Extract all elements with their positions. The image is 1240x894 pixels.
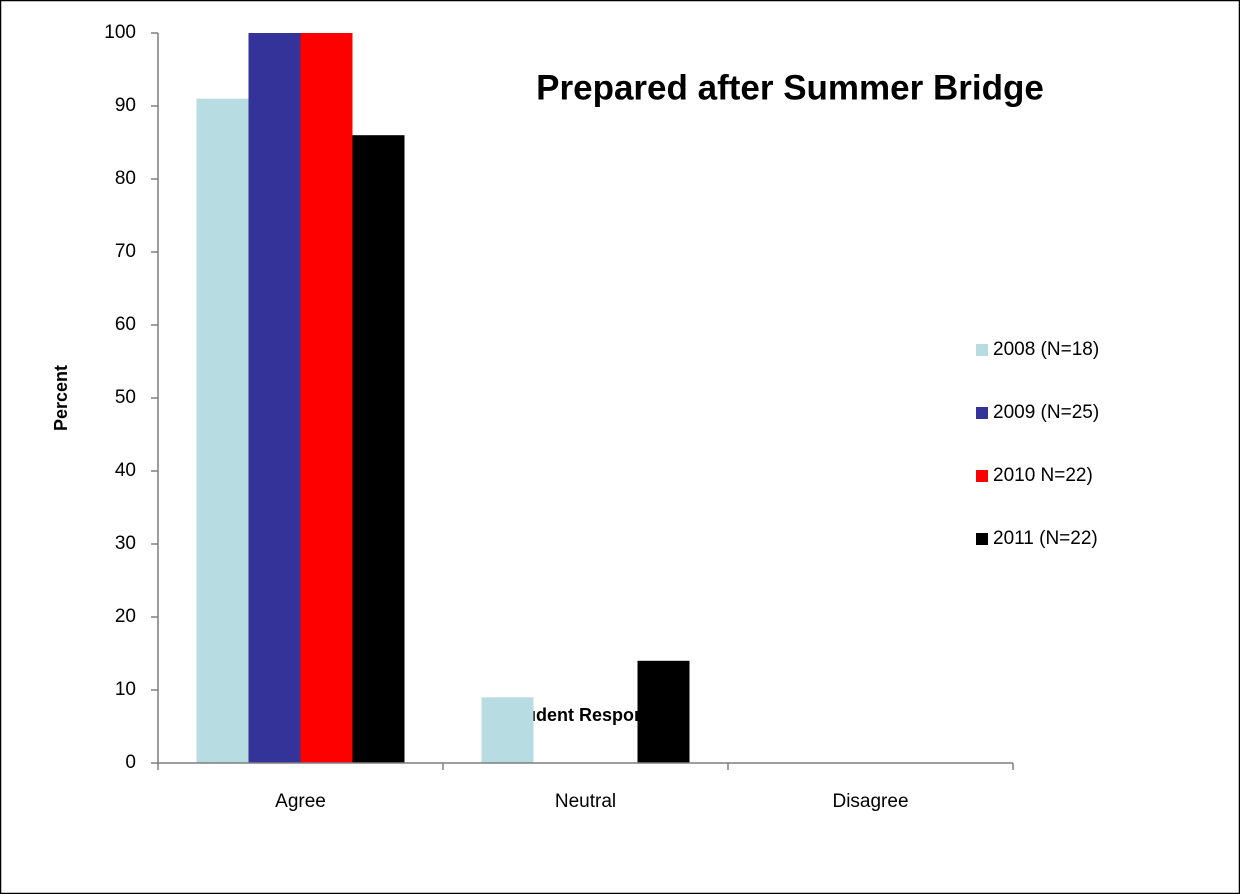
y-tick-label: 30 bbox=[115, 533, 136, 554]
y-tick-label: 20 bbox=[115, 606, 136, 627]
y-tick-label: 50 bbox=[115, 387, 136, 408]
bar bbox=[300, 33, 353, 763]
y-tick-label: 60 bbox=[115, 314, 136, 335]
legend-swatch bbox=[976, 533, 988, 545]
legend-label: 2010 N=22) bbox=[993, 465, 1093, 486]
y-tick-label: 70 bbox=[115, 241, 136, 262]
x-tick-label: Neutral bbox=[555, 791, 616, 812]
x-axis-title: Student Response bbox=[507, 705, 665, 725]
chart-title: Prepared after Summer Bridge bbox=[536, 68, 1044, 107]
bar bbox=[637, 660, 690, 763]
legend-swatch bbox=[976, 344, 988, 356]
bar bbox=[196, 98, 249, 763]
y-tick-label: 10 bbox=[115, 679, 136, 700]
y-tick-label: 90 bbox=[115, 95, 136, 116]
bar bbox=[248, 33, 301, 763]
y-axis-title: Percent bbox=[51, 365, 71, 431]
y-tick-label: 100 bbox=[104, 22, 136, 43]
x-tick-label: Agree bbox=[275, 791, 326, 812]
legend-label: 2009 (N=25) bbox=[993, 402, 1099, 423]
y-tick-label: 80 bbox=[115, 168, 136, 189]
y-tick-label: 40 bbox=[115, 460, 136, 481]
bar bbox=[352, 135, 405, 763]
legend-label: 2011 (N=22) bbox=[993, 528, 1098, 549]
legend-swatch bbox=[976, 470, 988, 482]
x-tick-label: Disagree bbox=[832, 791, 908, 812]
bar bbox=[481, 697, 534, 763]
legend-label: 2008 (N=18) bbox=[993, 339, 1099, 360]
legend-swatch bbox=[976, 407, 988, 419]
y-tick-label: 0 bbox=[125, 752, 136, 773]
